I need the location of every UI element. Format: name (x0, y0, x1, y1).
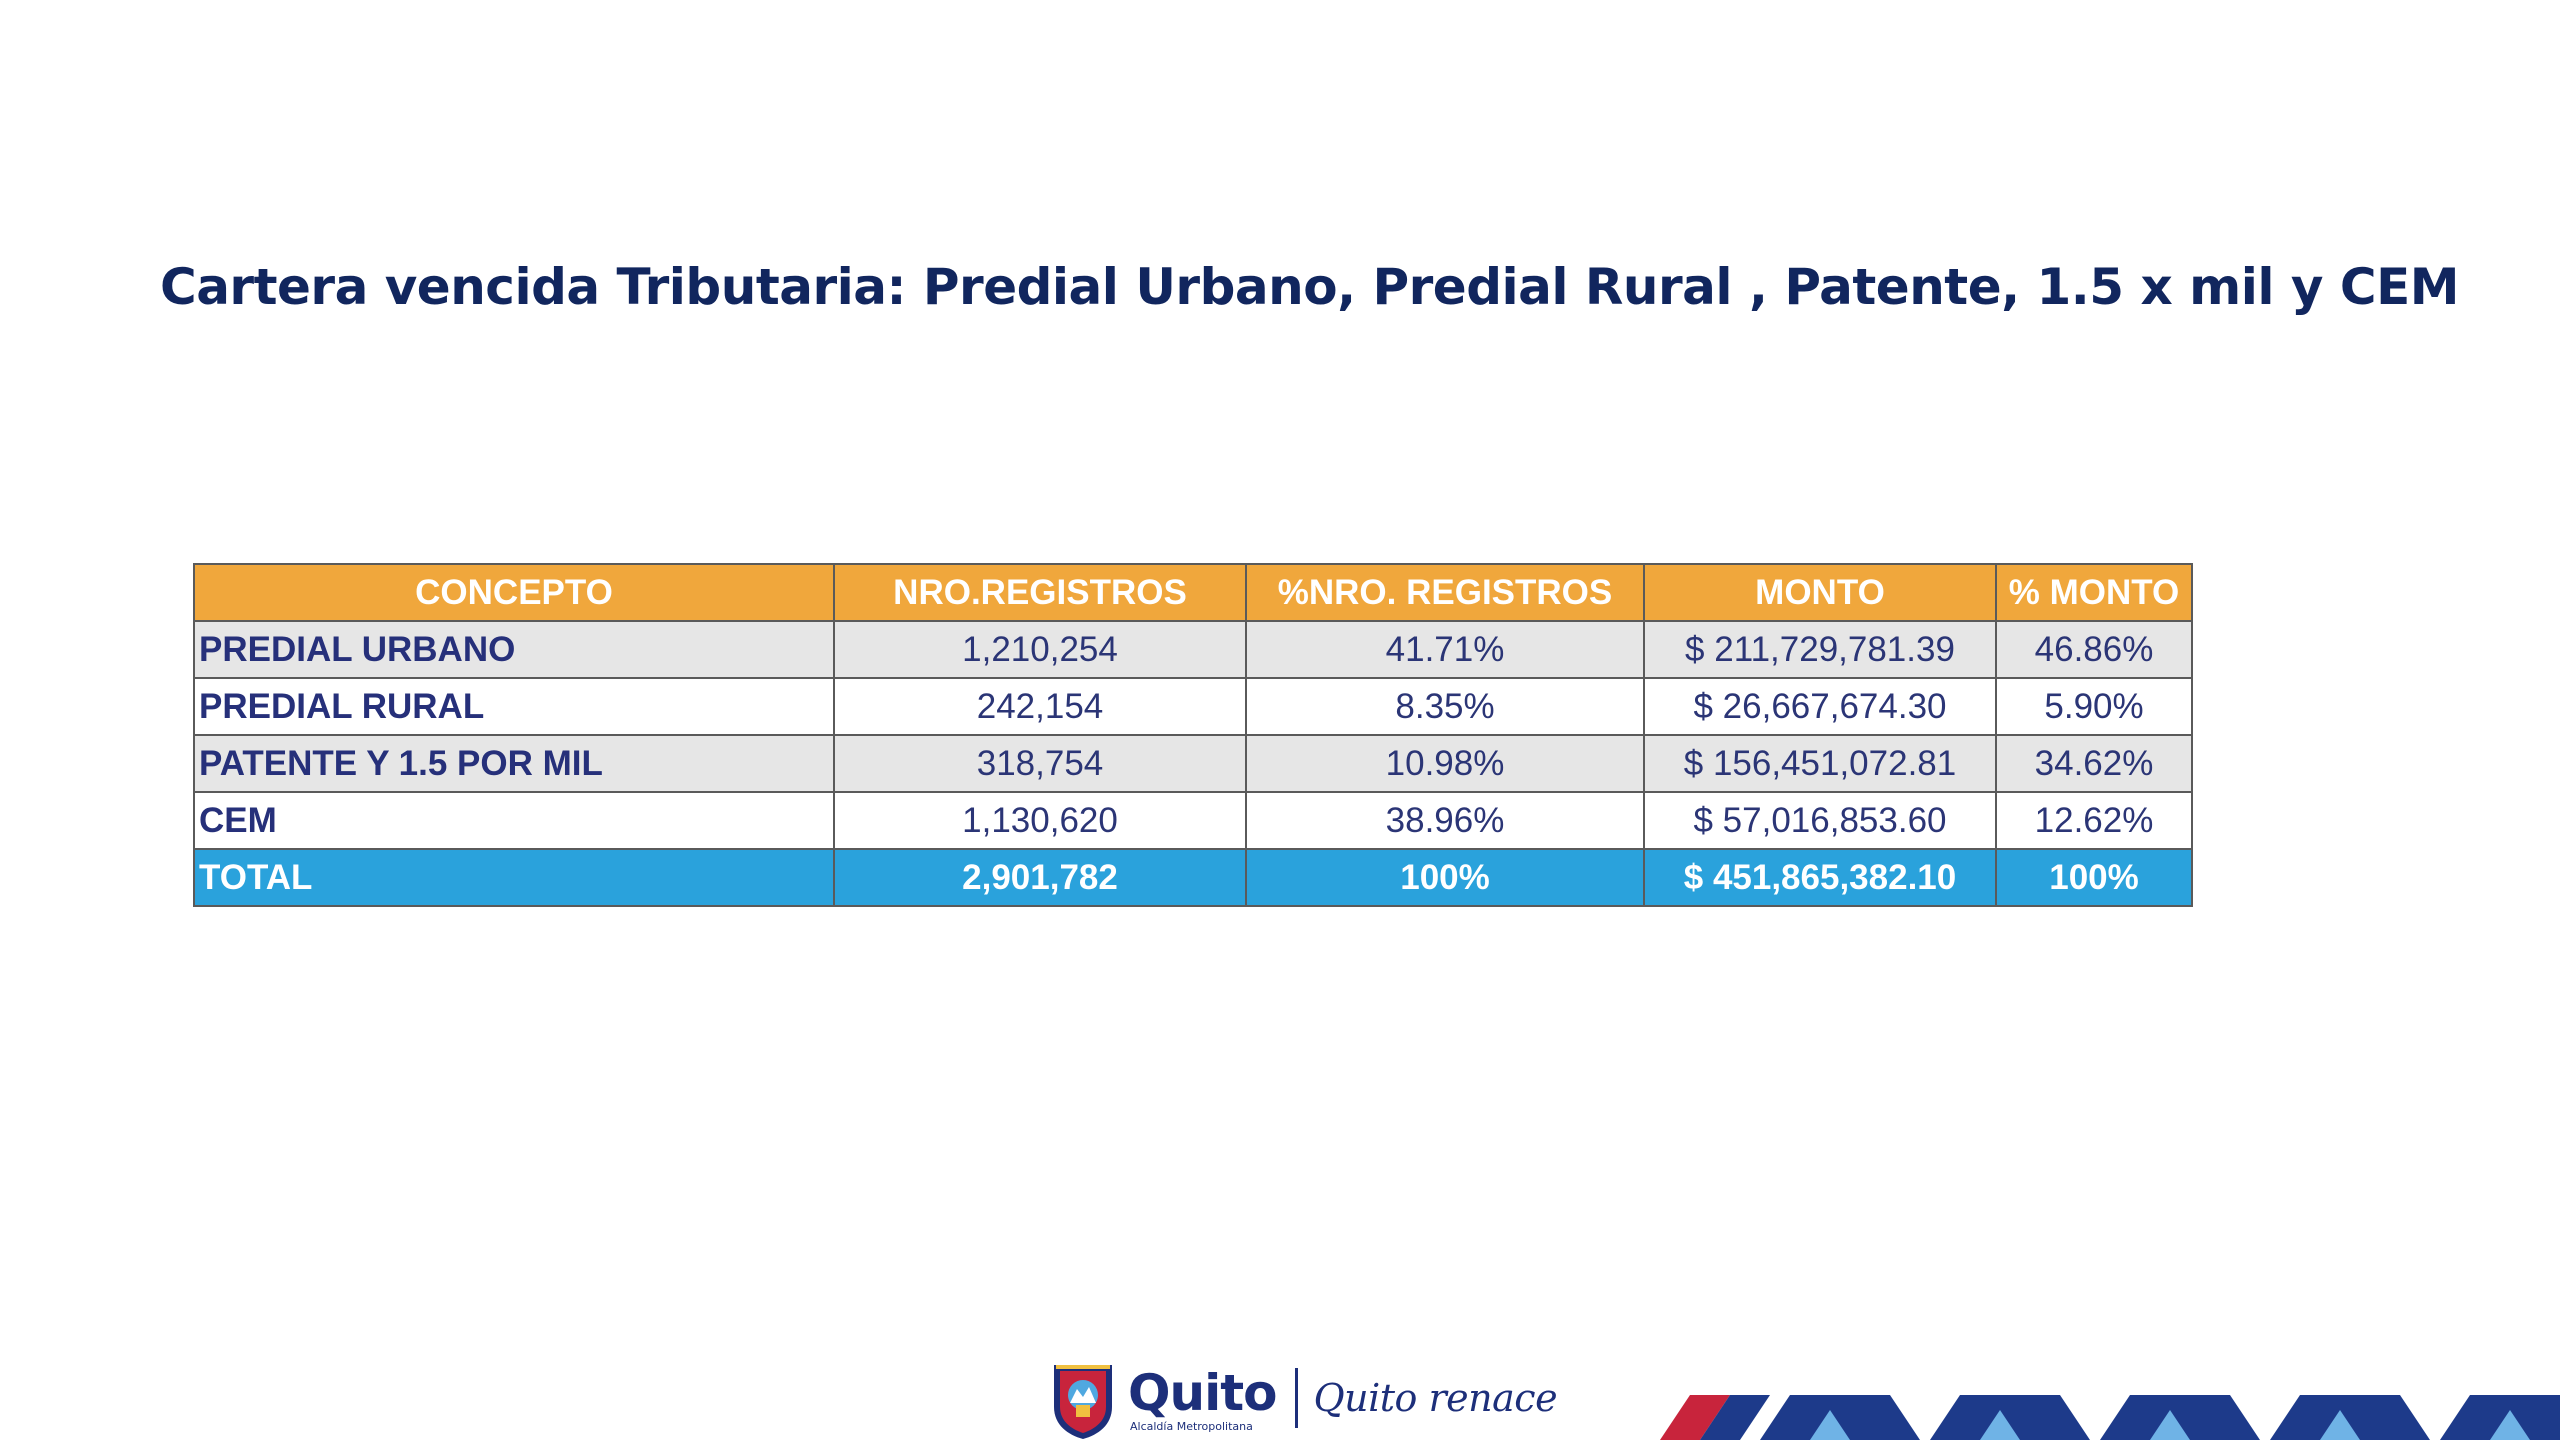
cell-nro-registros: 1,130,620 (833, 791, 1247, 850)
table-row: PREDIAL URBANO 1,210,254 41.71% $ 211,72… (193, 620, 2193, 679)
header-pct-monto: % MONTO (1995, 563, 2193, 622)
cell-concepto: CEM (193, 791, 835, 850)
header-concepto: CONCEPTO (193, 563, 835, 622)
cell-nro-registros: 318,754 (833, 734, 1247, 793)
cell-monto: $ 26,667,674.30 (1643, 677, 1997, 736)
cell-pct-monto: 46.86% (1995, 620, 2193, 679)
brand-divider (1294, 1367, 1298, 1428)
cell-nro-registros: 242,154 (833, 677, 1247, 736)
slogan: Quito renace (1313, 1375, 1558, 1420)
cell-pct-nro-registros: 10.98% (1245, 734, 1645, 793)
cell-nro-registros: 1,210,254 (833, 620, 1247, 679)
cell-monto: $ 57,016,853.60 (1643, 791, 1997, 850)
table-row: CEM 1,130,620 38.96% $ 57,016,853.60 12.… (193, 791, 2193, 850)
cartera-table: CONCEPTO NRO.REGISTROS %NRO. REGISTROS M… (193, 563, 2193, 907)
cell-pct-nro-registros: 8.35% (1245, 677, 1645, 736)
cell-total-nro-registros: 2,901,782 (833, 848, 1247, 907)
cell-pct-nro-registros: 41.71% (1245, 620, 1645, 679)
header-monto: MONTO (1643, 563, 1997, 622)
cell-monto: $ 211,729,781.39 (1643, 620, 1997, 679)
table-row: PREDIAL RURAL 242,154 8.35% $ 26,667,674… (193, 677, 2193, 736)
cell-concepto: PREDIAL RURAL (193, 677, 835, 736)
brand-subtitle: Alcaldía Metropolitana (1130, 1419, 1253, 1433)
cell-total-monto: $ 451,865,382.10 (1643, 848, 1997, 907)
table-header-row: CONCEPTO NRO.REGISTROS %NRO. REGISTROS M… (193, 563, 2193, 622)
cell-pct-monto: 12.62% (1995, 791, 2193, 850)
cell-pct-nro-registros: 38.96% (1245, 791, 1645, 850)
coat-of-arms-icon (1054, 1364, 1112, 1439)
cell-concepto: PREDIAL URBANO (193, 620, 835, 679)
cell-total-concepto: TOTAL (193, 848, 835, 907)
cell-total-pct-monto: 100% (1995, 848, 2193, 907)
table-total-row: TOTAL 2,901,782 100% $ 451,865,382.10 10… (193, 848, 2193, 907)
header-pct-nro-registros: %NRO. REGISTROS (1245, 563, 1645, 622)
header-nro-registros: NRO.REGISTROS (833, 563, 1247, 622)
brand-block: Quito Alcaldía Metropolitana (1128, 1367, 1277, 1433)
cell-concepto: PATENTE Y 1.5 POR MIL (193, 734, 835, 793)
slide-title: Cartera vencida Tributaria: Predial Urba… (160, 258, 2460, 316)
cell-total-pct-nro-registros: 100% (1245, 848, 1645, 907)
decorative-pattern (1660, 1395, 2560, 1440)
cell-monto: $ 156,451,072.81 (1643, 734, 1997, 793)
brand-name: Quito (1128, 1363, 1277, 1422)
cell-pct-monto: 34.62% (1995, 734, 2193, 793)
table-row: PATENTE Y 1.5 POR MIL 318,754 10.98% $ 1… (193, 734, 2193, 793)
cell-pct-monto: 5.90% (1995, 677, 2193, 736)
footer-logo: Quito Alcaldía Metropolitana Quito renac… (1048, 1355, 1558, 1440)
